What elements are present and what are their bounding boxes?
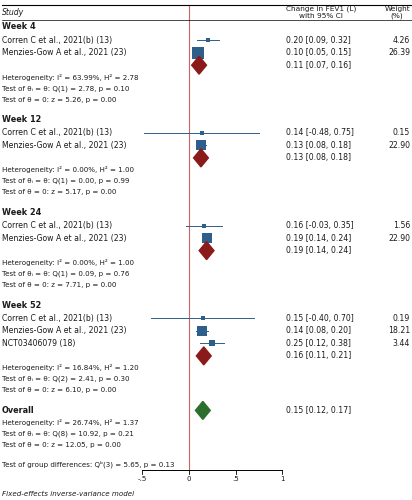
Text: 22.90: 22.90 — [388, 141, 410, 150]
Text: 1: 1 — [280, 476, 284, 482]
Text: Fixed-effects inverse-variance model: Fixed-effects inverse-variance model — [2, 490, 134, 496]
Text: 22.90: 22.90 — [388, 234, 410, 242]
Text: 0.13 [0.08, 0.18]: 0.13 [0.08, 0.18] — [286, 141, 351, 150]
Text: Test of θ = 0: z = 12.05, p = 0.00: Test of θ = 0: z = 12.05, p = 0.00 — [2, 442, 121, 448]
Text: Study: Study — [2, 8, 24, 17]
Polygon shape — [192, 56, 206, 74]
Text: 26.39: 26.39 — [388, 48, 410, 57]
Text: Corren C et al., 2021(b) (13): Corren C et al., 2021(b) (13) — [2, 128, 112, 138]
Polygon shape — [197, 347, 211, 365]
Text: 0.15 [0.12, 0.17]: 0.15 [0.12, 0.17] — [286, 406, 351, 415]
Text: Test of θ = 0: z = 5.26, p = 0.00: Test of θ = 0: z = 5.26, p = 0.00 — [2, 96, 117, 102]
Text: Heterogeneity: I² = 0.00%, H² = 1.00: Heterogeneity: I² = 0.00%, H² = 1.00 — [2, 166, 134, 173]
Text: 0.13 [0.08, 0.18]: 0.13 [0.08, 0.18] — [286, 154, 351, 162]
Text: 0.16 [0.11, 0.21]: 0.16 [0.11, 0.21] — [286, 352, 351, 360]
Text: Change in FEV1 (L)
with 95% CI: Change in FEV1 (L) with 95% CI — [286, 6, 356, 20]
Text: Test of θ = 0: z = 5.17, p = 0.00: Test of θ = 0: z = 5.17, p = 0.00 — [2, 190, 117, 196]
Text: 18.21: 18.21 — [388, 326, 410, 336]
Text: Corren C et al., 2021(b) (13): Corren C et al., 2021(b) (13) — [2, 314, 112, 323]
Text: 0.19 [0.14, 0.24]: 0.19 [0.14, 0.24] — [286, 246, 351, 255]
Text: Menzies-Gow A et al., 2021 (23): Menzies-Gow A et al., 2021 (23) — [2, 234, 126, 242]
Text: Heterogeneity: I² = 63.99%, H² = 2.78: Heterogeneity: I² = 63.99%, H² = 2.78 — [2, 74, 138, 80]
Text: Menzies-Gow A et al., 2021 (23): Menzies-Gow A et al., 2021 (23) — [2, 326, 126, 336]
Text: Test of θᵢ = θ: Q(8) = 10.92, p = 0.21: Test of θᵢ = θ: Q(8) = 10.92, p = 0.21 — [2, 431, 134, 438]
Text: Week 12: Week 12 — [2, 115, 41, 124]
Text: Week 4: Week 4 — [2, 22, 36, 32]
Text: NCT03406079 (18): NCT03406079 (18) — [2, 339, 75, 348]
Text: 0.20 [0.09, 0.32]: 0.20 [0.09, 0.32] — [286, 36, 351, 44]
Text: Test of θ = 0: z = 6.10, p = 0.00: Test of θ = 0: z = 6.10, p = 0.00 — [2, 388, 117, 394]
Text: Heterogeneity: I² = 16.84%, H² = 1.20: Heterogeneity: I² = 16.84%, H² = 1.20 — [2, 364, 139, 372]
Text: .5: .5 — [232, 476, 239, 482]
Text: Week 52: Week 52 — [2, 300, 41, 310]
Text: 1.56: 1.56 — [393, 221, 410, 230]
Text: 0.25 [0.12, 0.38]: 0.25 [0.12, 0.38] — [286, 339, 351, 348]
Text: 0: 0 — [187, 476, 191, 482]
Text: Test of θᵢ = θ: Q(1) = 0.09, p = 0.76: Test of θᵢ = θ: Q(1) = 0.09, p = 0.76 — [2, 270, 129, 277]
Text: Heterogeneity: I² = 0.00%, H² = 1.00: Heterogeneity: I² = 0.00%, H² = 1.00 — [2, 259, 134, 266]
Polygon shape — [199, 242, 214, 260]
Text: Weight
(%): Weight (%) — [384, 6, 410, 20]
Text: 0.14 [-0.48, 0.75]: 0.14 [-0.48, 0.75] — [286, 128, 354, 138]
Text: 0.19: 0.19 — [393, 314, 410, 323]
Text: 0.11 [0.07, 0.16]: 0.11 [0.07, 0.16] — [286, 60, 351, 70]
Text: 0.15: 0.15 — [393, 128, 410, 138]
Text: Test of θᵢ = θ: Q(2) = 2.41, p = 0.30: Test of θᵢ = θ: Q(2) = 2.41, p = 0.30 — [2, 376, 129, 382]
Text: Test of θᵢ = θ: Q(1) = 0.00, p = 0.99: Test of θᵢ = θ: Q(1) = 0.00, p = 0.99 — [2, 178, 129, 184]
Text: Test of θᵢ = θ: Q(1) = 2.78, p = 0.10: Test of θᵢ = θ: Q(1) = 2.78, p = 0.10 — [2, 85, 129, 91]
Text: Test of group differences: Qᵇ(3) = 5.65, p = 0.13: Test of group differences: Qᵇ(3) = 5.65,… — [2, 460, 175, 468]
Text: Heterogeneity: I² = 26.74%, H² = 1.37: Heterogeneity: I² = 26.74%, H² = 1.37 — [2, 420, 139, 426]
Text: Corren C et al., 2021(b) (13): Corren C et al., 2021(b) (13) — [2, 36, 112, 44]
Text: Overall: Overall — [2, 406, 35, 415]
Text: 0.10 [0.05, 0.15]: 0.10 [0.05, 0.15] — [286, 48, 351, 57]
Text: Test of θ = 0: z = 7.71, p = 0.00: Test of θ = 0: z = 7.71, p = 0.00 — [2, 282, 117, 288]
Polygon shape — [194, 149, 208, 167]
Text: 0.14 [0.08, 0.20]: 0.14 [0.08, 0.20] — [286, 326, 351, 336]
Text: 3.44: 3.44 — [393, 339, 410, 348]
Text: 0.16 [-0.03, 0.35]: 0.16 [-0.03, 0.35] — [286, 221, 354, 230]
Polygon shape — [195, 402, 210, 419]
Text: -.5: -.5 — [138, 476, 147, 482]
Text: Corren C et al., 2021(b) (13): Corren C et al., 2021(b) (13) — [2, 221, 112, 230]
Text: Week 24: Week 24 — [2, 208, 42, 217]
Text: 0.15 [-0.40, 0.70]: 0.15 [-0.40, 0.70] — [286, 314, 354, 323]
Text: Menzies-Gow A et al., 2021 (23): Menzies-Gow A et al., 2021 (23) — [2, 141, 126, 150]
Text: 4.26: 4.26 — [393, 36, 410, 44]
Text: 0.19 [0.14, 0.24]: 0.19 [0.14, 0.24] — [286, 234, 351, 242]
Text: Menzies-Gow A et al., 2021 (23): Menzies-Gow A et al., 2021 (23) — [2, 48, 126, 57]
